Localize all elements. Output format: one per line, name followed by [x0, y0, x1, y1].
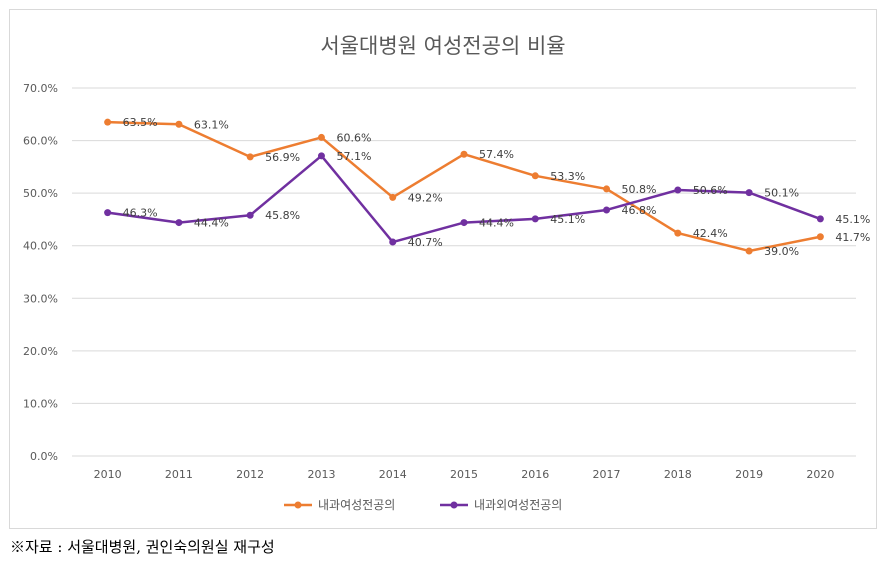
data-point — [816, 215, 824, 223]
data-point — [104, 118, 112, 126]
data-point — [531, 172, 539, 180]
x-tick-label: 2014 — [379, 468, 407, 481]
data-label: 60.6% — [336, 131, 371, 144]
y-tick-label: 20.0% — [23, 345, 58, 358]
data-label: 50.8% — [622, 183, 657, 196]
data-label: 56.9% — [265, 151, 300, 164]
x-tick-label: 2012 — [236, 468, 264, 481]
data-point — [674, 186, 682, 194]
data-point — [460, 150, 468, 158]
data-label: 53.3% — [550, 170, 585, 183]
data-point — [246, 153, 254, 161]
chart-title: 서울대병원 여성전공의 비율 — [320, 34, 565, 58]
y-tick-label: 50.0% — [23, 187, 58, 200]
grid-lines — [72, 87, 856, 457]
data-point — [603, 206, 611, 214]
data-label: 45.1% — [835, 213, 870, 226]
source-note: ※자료 : 서울대병원, 권인숙의원실 재구성 — [10, 538, 275, 556]
y-tick-label: 70.0% — [23, 82, 58, 95]
x-tick-label: 2015 — [450, 468, 478, 481]
x-axis-tick-labels: 2010 2011 2012 2013 2014 2015 2016 2017 2018 2019… — [94, 468, 835, 481]
data-label: 57.1% — [336, 150, 371, 163]
x-tick-label: 2017 — [593, 468, 621, 481]
x-tick-label: 2016 — [521, 468, 549, 481]
data-point — [531, 215, 539, 223]
x-tick-label: 2010 — [94, 468, 122, 481]
data-label: 46.3% — [123, 207, 158, 220]
x-tick-label: 2018 — [664, 468, 692, 481]
data-label: 39.0% — [764, 245, 799, 258]
line-chart: 서울대병원 여성전공의 비율 0.0% 10.0% 20.0% 30.0% 40.0% 5… — [23, 34, 871, 512]
data-labels: 63.5% 63.1% 56.9% 60.6% 49.2% 57.4% 53.3% 50.8%… — [123, 116, 871, 258]
data-point — [460, 219, 468, 227]
data-point — [745, 189, 753, 197]
data-label: 50.1% — [764, 187, 799, 200]
data-label: 41.7% — [835, 231, 870, 244]
legend-label: 내과여성전공의 — [318, 498, 395, 512]
chart-frame — [9, 9, 877, 529]
data-point — [317, 133, 325, 141]
legend: 내과여성전공의 내과외여성전공의 — [284, 498, 562, 512]
legend-label: 내과외여성전공의 — [474, 498, 562, 512]
data-point — [603, 185, 611, 193]
x-tick-label: 2011 — [165, 468, 193, 481]
data-point — [104, 209, 112, 217]
data-point — [389, 193, 397, 201]
x-tick-label: 2019 — [735, 468, 763, 481]
data-point — [745, 247, 753, 255]
data-label: 63.5% — [123, 116, 158, 129]
data-label: 50.6% — [693, 184, 728, 197]
data-point — [175, 219, 183, 227]
data-label: 44.4% — [479, 217, 514, 230]
data-label: 63.1% — [194, 118, 229, 131]
y-axis-tick-labels: 0.0% 10.0% 20.0% 30.0% 40.0% 50.0% 60.0% 70.0% — [23, 82, 58, 463]
data-point — [175, 120, 183, 128]
series-lines — [104, 118, 824, 255]
x-tick-label: 2013 — [307, 468, 335, 481]
y-tick-label: 60.0% — [23, 135, 58, 148]
data-point — [246, 211, 254, 219]
data-point — [317, 152, 325, 160]
data-point — [389, 238, 397, 246]
data-label: 49.2% — [408, 191, 443, 204]
data-label: 45.8% — [265, 209, 300, 222]
data-label: 44.4% — [194, 217, 229, 230]
y-tick-label: 0.0% — [30, 450, 58, 463]
legend-marker — [450, 501, 458, 509]
data-label: 46.8% — [622, 204, 657, 217]
x-tick-label: 2020 — [806, 468, 834, 481]
data-label: 45.1% — [550, 213, 585, 226]
data-point — [674, 229, 682, 237]
data-label: 42.4% — [693, 227, 728, 240]
data-label: 57.4% — [479, 148, 514, 161]
y-tick-label: 10.0% — [23, 397, 58, 410]
legend-marker — [294, 501, 302, 509]
y-tick-label: 40.0% — [23, 240, 58, 253]
data-label: 40.7% — [408, 236, 443, 249]
y-tick-label: 30.0% — [23, 292, 58, 305]
data-point — [816, 233, 824, 241]
